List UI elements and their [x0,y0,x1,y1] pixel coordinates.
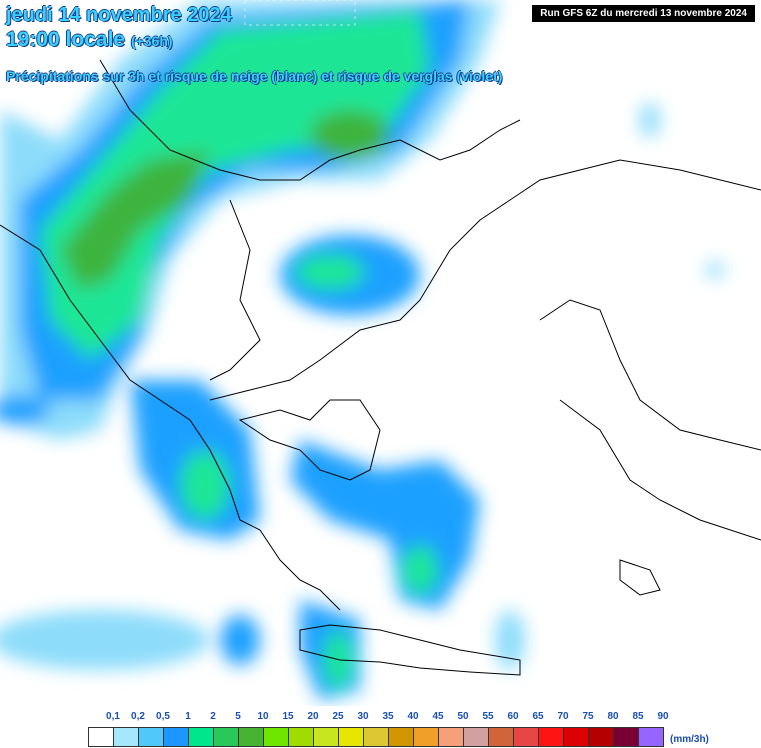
legend-swatch [313,727,339,747]
legend-label: 40 [407,711,419,722]
legend-label: 50 [457,711,469,722]
legend-label: 55 [482,711,494,722]
legend-swatch [213,727,239,747]
precipitation-map [0,0,761,700]
legend-label: 45 [432,711,444,722]
legend-swatch [588,727,614,747]
legend-swatch [438,727,464,747]
legend-swatch [463,727,489,747]
legend-unit: (mm/3h) [670,734,709,745]
legend-label: 15 [282,711,294,722]
legend-swatch [188,727,214,747]
legend-label: 65 [532,711,544,722]
legend-label: 25 [332,711,344,722]
date-title: jeudi 14 novembre 2024 [6,4,232,26]
legend-label: 35 [382,711,394,722]
local-time: 19:00 locale [6,28,126,51]
legend-swatch [288,727,314,747]
run-info: Run GFS 6Z du mercredi 13 novembre 2024 [532,5,755,22]
legend-swatch [563,727,589,747]
legend-label: 1 [185,711,191,722]
legend-label: 70 [557,711,569,722]
legend-swatch [263,727,289,747]
legend-swatch [613,727,639,747]
snow-hatch [244,0,356,26]
legend-label: 10 [257,711,269,722]
legend-swatch [413,727,439,747]
legend-swatch [238,727,264,747]
time-title: 19:00 locale (+36h) [6,28,173,52]
legend-label: 80 [607,711,619,722]
legend-label: 0,2 [131,711,145,722]
legend-swatch [538,727,564,747]
legend-label: 30 [357,711,369,722]
precip-field [0,0,725,700]
legend-swatch [138,727,164,747]
legend-label: 2 [210,711,216,722]
lead-time: (+36h) [130,33,173,49]
map-subtitle: Précipitations sur 3h et risque de neige… [6,68,503,84]
legend-swatch [88,727,114,747]
legend-label: 90 [657,711,669,722]
legend-swatch [513,727,539,747]
legend-label: 0,5 [156,711,170,722]
legend-swatch [363,727,389,747]
coastlines [0,59,761,676]
legend-label: 20 [307,711,319,722]
legend-label: 75 [582,711,594,722]
legend-swatch [338,727,364,747]
legend-label: 5 [235,711,241,722]
legend-swatch [638,727,664,747]
legend-label: 0,1 [106,711,120,722]
legend: (mm/3h) 0,1 0,2 0,5 1 2 5 10 15 20 25 30 35 40 45 50 55… [0,706,761,748]
legend-label: 60 [507,711,519,722]
legend-label: 85 [632,711,644,722]
legend-swatch [488,727,514,747]
legend-swatch [163,727,189,747]
legend-swatch [113,727,139,747]
legend-swatch [388,727,414,747]
